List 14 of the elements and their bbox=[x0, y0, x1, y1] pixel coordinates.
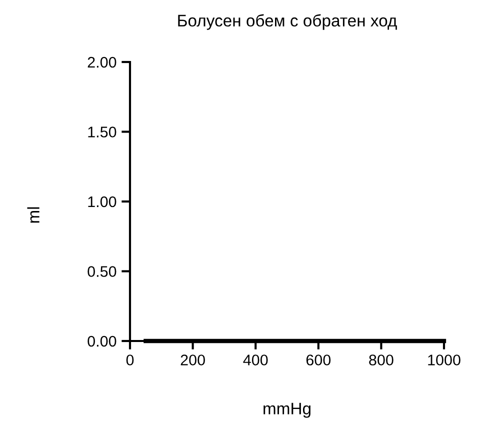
y-axis-title: ml bbox=[27, 207, 40, 223]
chart-title: Болусен обем с обратен ход bbox=[178, 14, 397, 30]
x-tick-label: 800 bbox=[369, 354, 394, 366]
y-tick-label: 2.00 bbox=[88, 56, 116, 68]
y-tick-label: 1.00 bbox=[88, 196, 116, 208]
x-tick-label: 0 bbox=[126, 354, 134, 366]
x-tick-label: 200 bbox=[180, 354, 205, 366]
x-axis-title: mmHg bbox=[264, 402, 310, 418]
x-tick-label: 600 bbox=[306, 354, 331, 366]
x-tick-label: 1000 bbox=[428, 354, 460, 366]
y-tick-label: 0.00 bbox=[88, 336, 116, 347]
x-tick-label: 400 bbox=[243, 354, 268, 366]
y-tick-label: 0.50 bbox=[88, 266, 116, 277]
y-tick-label: 1.50 bbox=[88, 126, 116, 138]
